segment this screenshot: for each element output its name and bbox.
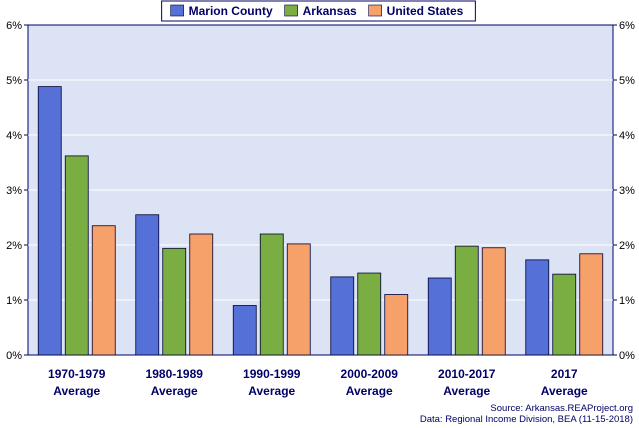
category-label: Average: [541, 384, 588, 398]
y-tick-label-left: 0%: [6, 350, 22, 362]
data-source-line: Data: Regional Income Division, BEA (11-…: [419, 414, 633, 425]
bar: [37, 86, 62, 356]
bar: [481, 247, 506, 356]
category-label: Average: [53, 384, 100, 398]
bar: [91, 225, 116, 356]
bar: [135, 214, 160, 356]
y-tick-label-right: 4%: [619, 130, 635, 142]
category-label: 2000-2009: [341, 367, 399, 381]
category-label: Average: [346, 384, 393, 398]
y-axis-ticks: 0% 0% 1% 1% 2% 2% 3% 3% 4% 4% 5% 5% 6% 6%: [6, 20, 635, 362]
legend-swatch: [170, 4, 184, 17]
y-tick-label-right: 1%: [619, 295, 635, 307]
y-tick-label-right: 0%: [619, 350, 635, 362]
legend-swatch: [284, 4, 298, 17]
y-tick-label-left: 2%: [6, 240, 22, 252]
bar: [525, 259, 550, 356]
category-label: Average: [443, 384, 490, 398]
y-tick-label-right: 5%: [619, 75, 635, 87]
bar: [330, 276, 355, 356]
gridlines: [28, 79, 613, 301]
y-tick-label-left: 6%: [6, 20, 22, 32]
bar: [64, 155, 89, 356]
bar: [162, 247, 187, 356]
source-line: Source: Arkansas.REAProject.org: [490, 403, 633, 414]
category-label: 2010-2017: [438, 367, 496, 381]
y-tick-label-right: 6%: [619, 20, 635, 32]
y-tick-label-left: 4%: [6, 130, 22, 142]
category-label: Average: [248, 384, 295, 398]
legend-box: [161, 0, 476, 22]
y-tick-label-right: 2%: [619, 240, 635, 252]
bar: [427, 277, 452, 356]
bar: [357, 272, 382, 356]
category-label: 2017: [551, 367, 578, 381]
category-label: 1970-1979: [48, 367, 106, 381]
bar: [579, 253, 604, 356]
category-labels: 1970-1979 Average 1980-1989 Average 1990-199…: [48, 367, 588, 398]
bar: [286, 243, 311, 356]
bar: [259, 233, 284, 356]
bar: [384, 294, 409, 356]
bars: [37, 86, 604, 356]
legend: Marion County Arkansas United States: [161, 0, 476, 22]
y-tick-label-right: 3%: [619, 185, 635, 197]
category-label: 1980-1989: [146, 367, 204, 381]
y-tick-label-left: 5%: [6, 75, 22, 87]
bar: [232, 305, 257, 356]
legend-label: Marion County: [189, 4, 273, 18]
bar: [189, 233, 214, 356]
legend-label: Arkansas: [303, 4, 357, 18]
legend-label: United States: [387, 4, 464, 18]
legend-swatch: [368, 4, 382, 17]
y-tick-label-left: 3%: [6, 185, 22, 197]
bar: [552, 273, 577, 356]
category-label: Average: [151, 384, 198, 398]
y-tick-label-left: 1%: [6, 295, 22, 307]
bar: [454, 245, 479, 356]
category-label: 1990-1999: [243, 367, 301, 381]
